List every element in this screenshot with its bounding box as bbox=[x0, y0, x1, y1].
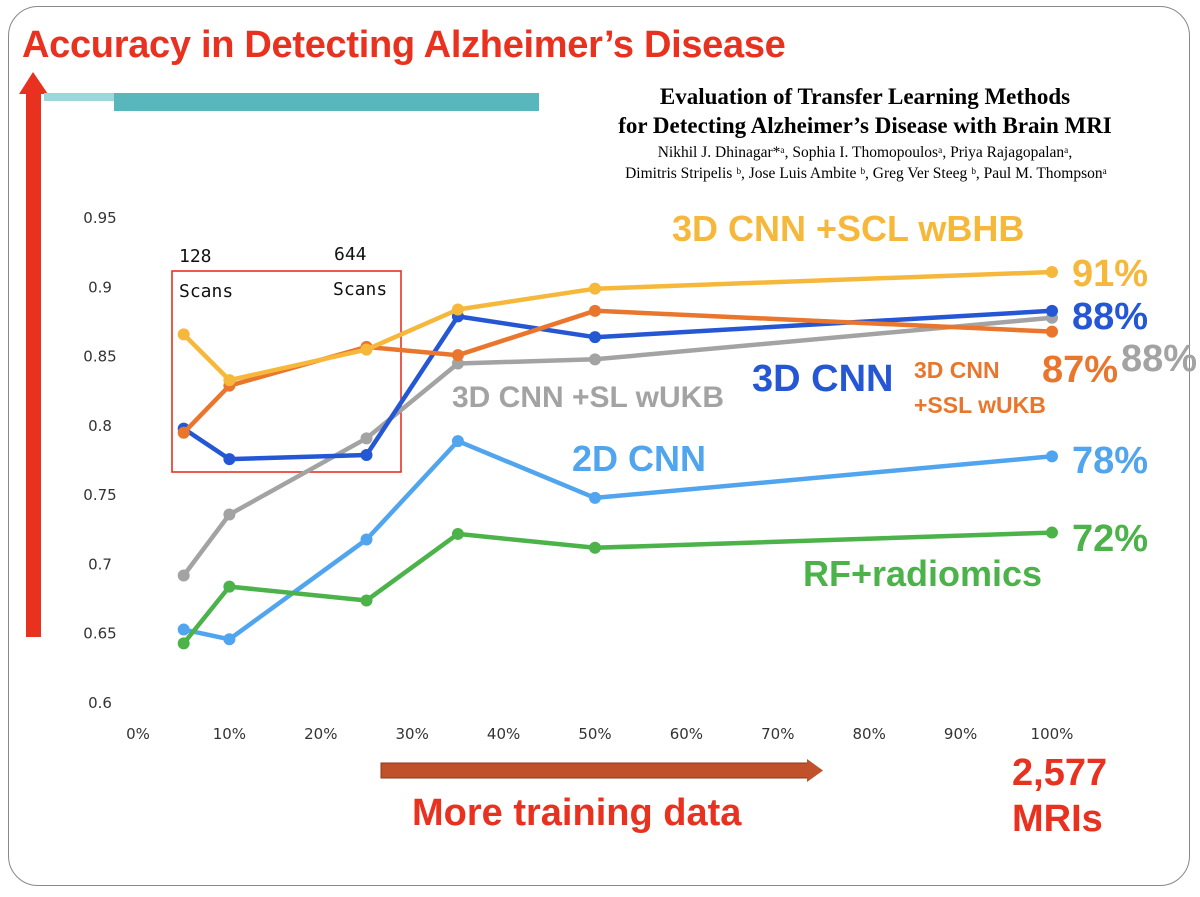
x-tick-label: 100% bbox=[1031, 725, 1074, 743]
data-point-3d-cnn-ssl-wukb bbox=[451, 349, 464, 362]
series-label-2dcnn: 2D CNN bbox=[572, 438, 707, 479]
series-label-3dcnn: 3D CNN bbox=[752, 358, 894, 400]
data-point-rf-radiomics bbox=[451, 527, 464, 540]
y-tick-label: 0.9 bbox=[88, 278, 112, 296]
box-644-unit: Scans bbox=[333, 279, 388, 300]
paper-authors-line-2: Dimitris Stripelis ᵇ, Jose Luis Ambite ᵇ… bbox=[625, 165, 1107, 182]
data-point-3d-cnn-sl-wukb bbox=[589, 353, 601, 366]
y-arrow-shaft bbox=[26, 92, 41, 637]
paper-title-line-2: for Detecting Alzheimer’s Disease with B… bbox=[618, 113, 1112, 138]
data-point-2d-cnn bbox=[177, 623, 190, 636]
data-point-3d-cnn-sl-wukb bbox=[360, 432, 373, 445]
box-644-count: 644 bbox=[334, 244, 367, 265]
y-tick-label: 0.65 bbox=[83, 625, 116, 643]
paper-title-line-1: Evaluation of Transfer Learning Methods bbox=[659, 84, 1071, 109]
pct-label-scl: 91% bbox=[1072, 253, 1149, 295]
data-point-3d-cnn-sl-wukb bbox=[177, 569, 190, 582]
x-tick-label: 50% bbox=[578, 725, 611, 743]
data-point-2d-cnn bbox=[589, 491, 601, 504]
series-line-3d-cnn-ssl-wukb bbox=[182, 308, 1053, 435]
data-point-3d-cnn bbox=[589, 331, 601, 344]
series-label-ssl-line-2: +SSL wUKB bbox=[914, 392, 1046, 418]
data-point-3d-cnn-sl-wukb bbox=[223, 508, 236, 521]
series-2d-cnn bbox=[177, 435, 1058, 646]
pct-label-rf: 72% bbox=[1072, 518, 1149, 560]
y-arrow-head bbox=[19, 72, 48, 94]
data-point-3d-cnn bbox=[223, 453, 236, 466]
data-point-3d-cnn-scl-wbhb bbox=[1046, 266, 1058, 279]
y-tick-label: 0.6 bbox=[88, 694, 112, 712]
mri-count-unit: MRIs bbox=[1012, 798, 1103, 840]
y-tick-label: 0.8 bbox=[88, 417, 112, 435]
x-tick-label: 60% bbox=[670, 725, 703, 743]
data-point-rf-radiomics bbox=[589, 541, 601, 554]
data-point-3d-cnn-ssl-wukb bbox=[1046, 325, 1058, 338]
data-point-2d-cnn bbox=[223, 633, 236, 646]
slide-title: Accuracy in Detecting Alzheimer’s Diseas… bbox=[22, 24, 786, 66]
pct-label-sl: 88% bbox=[1121, 338, 1198, 380]
series-label-sl: 3D CNN +SL wUKB bbox=[452, 381, 724, 414]
scans-box bbox=[171, 270, 402, 473]
data-point-3d-cnn-sl-wukb bbox=[451, 357, 464, 370]
y-tick-label: 0.7 bbox=[88, 555, 112, 573]
series-line-3d-cnn bbox=[182, 308, 1053, 462]
pct-label-2dcnn: 78% bbox=[1072, 440, 1149, 482]
series-label-scl: 3D CNN +SCL wBHB bbox=[672, 208, 1025, 249]
y-tick-label: 0.75 bbox=[83, 486, 116, 504]
series-line-2d-cnn bbox=[183, 438, 1053, 642]
data-point-3d-cnn-scl-wbhb bbox=[451, 303, 464, 316]
data-point-rf-radiomics bbox=[360, 594, 373, 607]
pct-label-ssl: 87% bbox=[1042, 349, 1119, 391]
series-line-3d-cnn-scl-wbhb bbox=[182, 269, 1053, 383]
data-point-3d-cnn bbox=[1046, 304, 1058, 317]
y-tick-label: 0.95 bbox=[83, 209, 116, 227]
slide-frame bbox=[8, 6, 1190, 886]
y-tick-label: 0.85 bbox=[83, 348, 116, 366]
data-point-3d-cnn bbox=[360, 448, 373, 461]
mri-count: 2,577 bbox=[1012, 752, 1108, 794]
data-point-2d-cnn bbox=[451, 435, 464, 448]
x-tick-label: 40% bbox=[487, 725, 520, 743]
x-tick-label: 30% bbox=[396, 725, 429, 743]
series-label-rf: RF+radiomics bbox=[803, 553, 1043, 594]
data-point-rf-radiomics bbox=[177, 637, 190, 650]
series-3d-cnn bbox=[177, 304, 1058, 466]
data-point-3d-cnn-scl-wbhb bbox=[360, 343, 373, 356]
x-arrow-shaft bbox=[380, 762, 810, 779]
data-point-3d-cnn-scl-wbhb bbox=[223, 374, 236, 387]
x-tick-label: 90% bbox=[944, 725, 977, 743]
data-point-2d-cnn bbox=[360, 533, 373, 546]
data-point-rf-radiomics bbox=[223, 580, 236, 593]
paper-authors-line-1: Nikhil J. Dhinagar*ᵃ, Sophia I. Thomopou… bbox=[657, 144, 1073, 161]
data-point-3d-cnn-ssl-wukb bbox=[589, 304, 601, 317]
x-arrow-head bbox=[807, 759, 823, 782]
data-point-3d-cnn-scl-wbhb bbox=[177, 328, 190, 341]
series-label-ssl-line-1: 3D CNN bbox=[914, 357, 1000, 383]
x-tick-label: 70% bbox=[761, 725, 794, 743]
data-point-rf-radiomics bbox=[1046, 526, 1058, 539]
series-3d-cnn-scl-wbhb bbox=[177, 266, 1058, 387]
x-tick-label: 0% bbox=[126, 725, 150, 743]
box-128-count: 128 bbox=[179, 246, 212, 267]
series-rf-radiomics bbox=[177, 526, 1058, 650]
data-point-2d-cnn bbox=[1046, 450, 1058, 463]
series-line-rf-radiomics bbox=[181, 530, 1053, 645]
x-tick-label: 20% bbox=[304, 725, 337, 743]
x-arrow-label: More training data bbox=[412, 792, 742, 834]
series-line-3d-cnn-sl-wukb bbox=[181, 315, 1053, 577]
teal-bar-dark bbox=[114, 93, 539, 111]
data-point-3d-cnn-ssl-wukb bbox=[177, 426, 190, 439]
x-tick-label: 10% bbox=[213, 725, 246, 743]
x-tick-label: 80% bbox=[853, 725, 886, 743]
box-128-unit: Scans bbox=[179, 281, 234, 302]
data-point-3d-cnn-scl-wbhb bbox=[589, 282, 601, 295]
pct-label-3dcnn: 88% bbox=[1072, 296, 1149, 338]
